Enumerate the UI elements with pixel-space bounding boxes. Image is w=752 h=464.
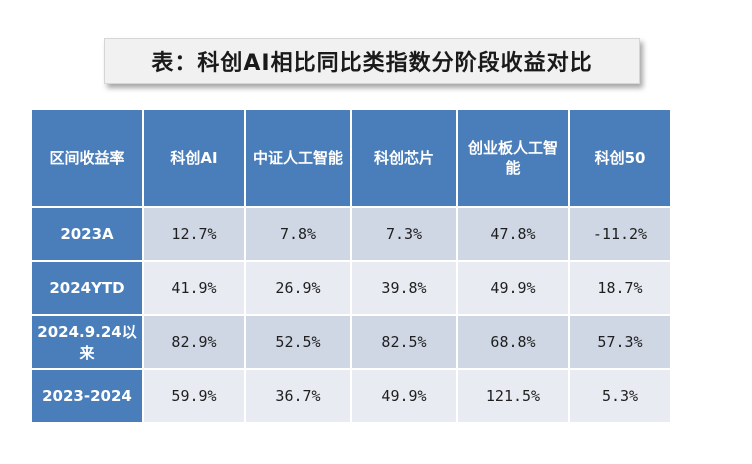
table-cell: 26.9% <box>244 260 352 316</box>
header-kechuang-50: 科创50 <box>568 108 672 208</box>
table-cell: 36.7% <box>244 368 352 424</box>
table-cell: 121.5% <box>456 368 570 424</box>
table-cell: 41.9% <box>142 260 246 316</box>
header-chinext-ai: 创业板人工智能 <box>456 108 570 208</box>
table-row: 2024YTD 41.9% 26.9% 39.8% 49.9% 18.7% <box>30 260 672 316</box>
table-cell: 39.8% <box>350 260 458 316</box>
table-cell: 7.3% <box>350 206 458 262</box>
table-cell: 52.5% <box>244 314 352 370</box>
table-cell: -11.2% <box>568 206 672 262</box>
table-cell: 57.3% <box>568 314 672 370</box>
table-cell: 82.9% <box>142 314 246 370</box>
comparison-table: 区间收益率 科创AI 中证人工智能 科创芯片 创业板人工智能 科创50 2023… <box>30 108 672 424</box>
table-cell: 59.9% <box>142 368 246 424</box>
table-cell: 7.8% <box>244 206 352 262</box>
table-cell: 68.8% <box>456 314 570 370</box>
row-label: 2024YTD <box>30 260 144 316</box>
table-cell: 47.8% <box>456 206 570 262</box>
table-row: 2024.9.24以来 82.9% 52.5% 82.5% 68.8% 57.3… <box>30 314 672 370</box>
table-row: 2023A 12.7% 7.8% 7.3% 47.8% -11.2% <box>30 206 672 262</box>
table-cell: 5.3% <box>568 368 672 424</box>
table-title: 表：科创AI相比同比类指数分阶段收益对比 <box>104 38 640 84</box>
table-cell: 18.7% <box>568 260 672 316</box>
table-row: 2023-2024 59.9% 36.7% 49.9% 121.5% 5.3% <box>30 368 672 424</box>
row-label: 2023A <box>30 206 144 262</box>
header-csi-ai: 中证人工智能 <box>244 108 352 208</box>
header-kechuang-chip: 科创芯片 <box>350 108 458 208</box>
header-period: 区间收益率 <box>30 108 144 208</box>
table-cell: 49.9% <box>456 260 570 316</box>
table-cell: 82.5% <box>350 314 458 370</box>
row-label: 2024.9.24以来 <box>30 314 144 370</box>
header-kechuang-ai: 科创AI <box>142 108 246 208</box>
row-label: 2023-2024 <box>30 368 144 424</box>
table-header-row: 区间收益率 科创AI 中证人工智能 科创芯片 创业板人工智能 科创50 <box>30 108 672 208</box>
table-cell: 12.7% <box>142 206 246 262</box>
table-cell: 49.9% <box>350 368 458 424</box>
